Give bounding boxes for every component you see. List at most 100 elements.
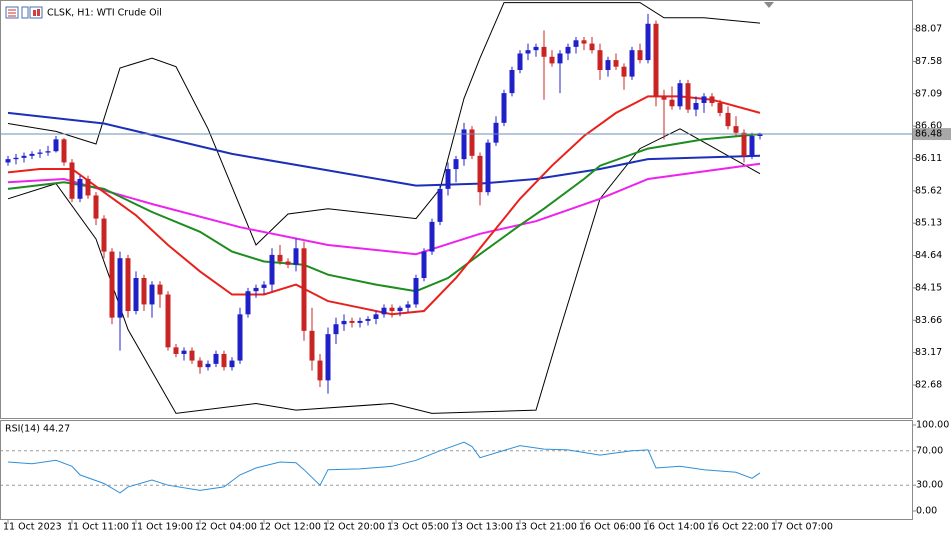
header-icons — [5, 6, 43, 19]
candle-body — [77, 178, 83, 199]
candle-body — [205, 363, 211, 368]
y-tick-label: 85.13 — [915, 218, 942, 229]
candle-body — [189, 350, 195, 361]
candle-body — [141, 278, 147, 305]
candle-body — [613, 60, 619, 67]
candle-body — [621, 66, 627, 77]
candle-body — [429, 221, 435, 252]
y-tick-label: 84.15 — [915, 282, 942, 293]
candle-body — [229, 360, 235, 368]
candle-body — [741, 132, 747, 156]
candle-body — [253, 287, 259, 292]
candle-body — [469, 129, 475, 156]
y-tick-label: 85.62 — [915, 185, 942, 196]
rsi-title: RSI(14) 44.27 — [5, 424, 70, 435]
candle-body — [397, 307, 403, 312]
y-tick-label: 86.11 — [915, 153, 942, 164]
candle-body — [213, 353, 219, 364]
candle-body — [645, 23, 651, 61]
candle-body — [597, 50, 603, 70]
candle-body — [101, 218, 107, 252]
candle-body — [717, 103, 723, 113]
rsi-pane — [0, 420, 913, 520]
candle-body — [317, 360, 323, 381]
candle-body — [725, 112, 731, 127]
candle-body — [365, 318, 371, 321]
candle-body — [661, 96, 667, 100]
candle-body — [653, 23, 659, 97]
candle-body — [437, 188, 443, 222]
candle-body — [309, 330, 315, 361]
indicator-line — [7, 128, 761, 414]
candle-body — [605, 60, 611, 70]
candle-body — [125, 258, 131, 312]
candle-body — [381, 307, 387, 315]
x-tick-label: 12 Oct 04:00 — [195, 522, 257, 533]
candle-body — [421, 251, 427, 279]
candle-body — [541, 46, 547, 57]
candle-body — [509, 69, 515, 94]
candle-body — [685, 83, 691, 110]
icon[interactable] — [21, 6, 29, 19]
candle-body — [533, 46, 539, 51]
candle-body — [517, 53, 523, 70]
candle-body — [405, 304, 411, 308]
y-tick-label: 83.66 — [915, 315, 942, 326]
y-tick-label: 84.64 — [915, 250, 942, 261]
x-tick-label: 16 Oct 06:00 — [579, 522, 641, 533]
rsi-y-tick-label: 70.00 — [916, 445, 943, 456]
candle-body — [669, 99, 675, 107]
y-tick-label: 87.58 — [915, 56, 942, 67]
candle-body — [261, 284, 267, 288]
candle-body — [581, 40, 587, 44]
x-tick-label: 13 Oct 21:00 — [515, 522, 577, 533]
y-tick-label: 86.60 — [915, 121, 942, 132]
y-tick-label: 83.17 — [915, 347, 942, 358]
candle-body — [693, 103, 699, 110]
candle-body — [149, 284, 155, 305]
candle-body — [573, 40, 579, 47]
candle-body — [293, 248, 299, 265]
candle-body — [557, 53, 563, 64]
indicator-line — [7, 441, 761, 494]
candle-body — [749, 136, 755, 156]
candle-body — [157, 284, 163, 295]
x-tick-label: 17 Oct 07:00 — [771, 522, 833, 533]
candle-body — [93, 195, 99, 219]
candle-body — [549, 56, 555, 64]
rsi-y-tick-label: 0.00 — [916, 506, 937, 517]
candle-body — [565, 46, 571, 54]
indicator-line — [7, 162, 761, 256]
x-tick-label: 11 Oct 2023 — [3, 522, 62, 533]
candle-body — [109, 251, 115, 318]
candle-body — [197, 360, 203, 368]
candle-body — [85, 178, 91, 196]
indicator-line — [7, 133, 761, 293]
candle-body — [589, 43, 595, 51]
y-tick-label: 88.07 — [915, 24, 942, 35]
candle-body — [461, 129, 467, 160]
x-tick-label: 13 Oct 13:00 — [451, 522, 513, 533]
x-tick-label: 12 Oct 12:00 — [259, 522, 321, 533]
candle-body — [701, 96, 707, 104]
candle-body — [333, 324, 339, 335]
candle-body — [21, 155, 27, 158]
candle-body — [29, 153, 35, 156]
candle-body — [493, 122, 499, 143]
candle-body — [341, 320, 347, 325]
candle-body — [349, 320, 355, 323]
candle-body — [757, 134, 763, 137]
candle-body — [117, 258, 123, 318]
candle-body — [69, 162, 75, 199]
candle-body — [165, 294, 171, 348]
rsi-layer — [1, 441, 912, 494]
y-tick-label: 82.68 — [915, 379, 942, 390]
candle-body — [677, 83, 683, 107]
candle-body — [221, 353, 227, 368]
candle-body — [389, 307, 395, 312]
price-layer — [1, 2, 912, 414]
x-tick-label: 16 Oct 22:00 — [707, 522, 769, 533]
chart-title: CLSK, H1: WTI Crude Oil — [47, 8, 162, 19]
x-tick-label: 16 Oct 14:00 — [643, 522, 705, 533]
